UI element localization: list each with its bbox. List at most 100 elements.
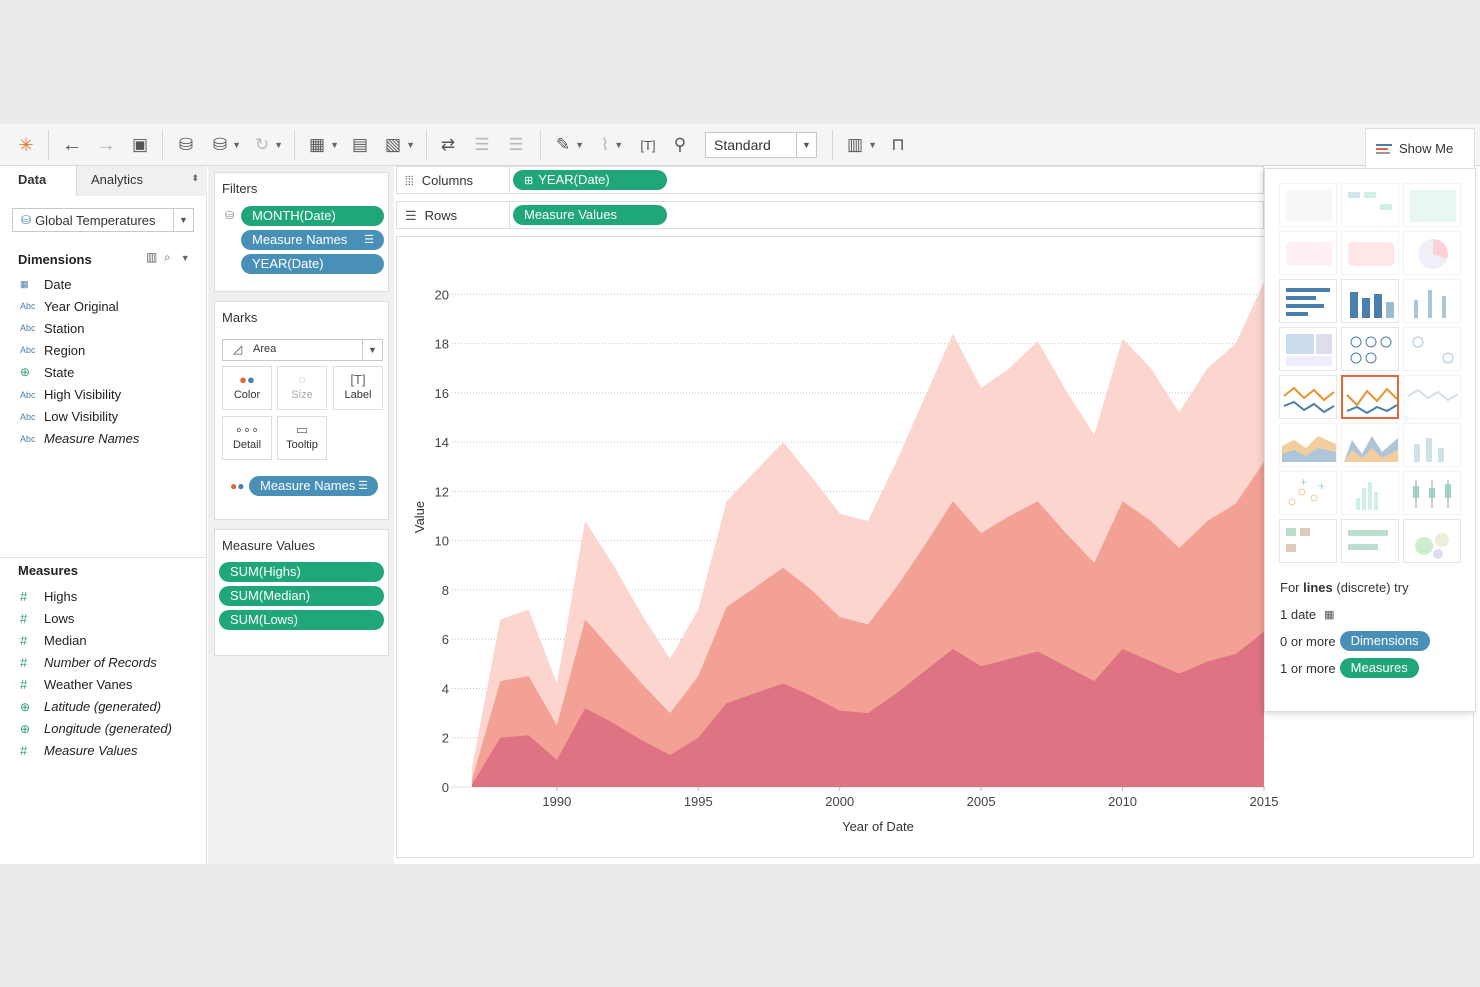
chart-type-thumbnail[interactable]: [1403, 423, 1461, 467]
chart-type-icon: [1350, 292, 1394, 318]
fit-select[interactable]: Standard ▼: [705, 132, 817, 158]
rows-shelf[interactable]: ☰ Rows Measure Values: [396, 201, 1264, 229]
search-icon[interactable]: ⌕: [164, 250, 171, 264]
area-chart[interactable]: 0 2 4 6 8 10 12 14 16 18 20 1990 1995 2000 2005 2010 20…: [397, 237, 1473, 857]
tab-data[interactable]: Data: [0, 166, 77, 196]
field-item[interactable]: # Measure Values: [20, 741, 137, 761]
chart-type-thumbnail[interactable]: [1279, 183, 1337, 227]
field-item[interactable]: Abc Year Original: [20, 296, 119, 316]
sort-ascending-icon[interactable]: ☰: [474, 135, 490, 154]
color-button[interactable]: ●● Color: [222, 366, 272, 410]
datasource-icon: ⛁: [21, 213, 32, 227]
chart-type-thumbnail[interactable]: [1403, 279, 1461, 323]
rows-pill[interactable]: Measure Values: [513, 205, 667, 225]
new-worksheet-icon[interactable]: ▦ ▼: [309, 135, 339, 154]
tab-analytics[interactable]: Analytics ⬍: [77, 166, 207, 196]
y-tick-label: 20: [435, 287, 449, 302]
field-item[interactable]: Abc Station: [20, 318, 84, 338]
chart-type-thumbnail[interactable]: [1403, 471, 1461, 515]
columns-pill[interactable]: ⊞ YEAR(Date): [513, 170, 667, 190]
field-item[interactable]: # Weather Vanes: [20, 674, 132, 694]
datasource-select[interactable]: ⛁ Global Temperatures ▼: [12, 208, 194, 232]
measure-pill[interactable]: SUM(Highs): [219, 562, 384, 582]
chart-type-thumbnail[interactable]: [1279, 375, 1337, 419]
hint-bold: lines: [1303, 580, 1333, 595]
chart-type-thumbnail[interactable]: [1403, 519, 1461, 563]
undo-icon[interactable]: ←: [62, 133, 82, 156]
field-item[interactable]: Abc High Visibility: [20, 385, 121, 405]
chart-type-thumbnail[interactable]: [1279, 279, 1337, 323]
chart-type-icon: [1286, 242, 1332, 266]
filter-pill[interactable]: MONTH(Date): [241, 206, 384, 226]
filter-pill[interactable]: YEAR(Date): [241, 254, 384, 274]
chart-type-thumbnail[interactable]: [1403, 327, 1461, 371]
chevron-down-icon: ▼: [796, 133, 816, 157]
chart-type-thumbnail[interactable]: + +: [1279, 471, 1337, 515]
field-item[interactable]: ▦ Date: [20, 274, 71, 294]
chart-type-thumbnail[interactable]: [1341, 231, 1399, 275]
chart-type-thumbnail[interactable]: [1341, 423, 1399, 467]
highlight-icon[interactable]: ✎ ▼: [555, 135, 585, 154]
new-datasource-icon[interactable]: ⛁: [178, 135, 194, 154]
chart-type-thumbnail[interactable]: [1341, 183, 1399, 227]
show-me-button[interactable]: Show Me: [1365, 128, 1475, 168]
chart-type-thumbnail[interactable]: [1403, 375, 1461, 419]
chart-type-thumbnail[interactable]: [1279, 423, 1337, 467]
refresh-icon[interactable]: ↻ ▼: [254, 135, 284, 154]
field-item[interactable]: ⊕ Latitude (generated): [20, 697, 161, 717]
fix-axes-icon[interactable]: ⚲: [673, 135, 687, 154]
duplicate-sheet-icon[interactable]: ▤: [351, 135, 369, 154]
tooltip-button[interactable]: ▭ Tooltip: [277, 416, 327, 460]
save-icon[interactable]: ▣: [131, 135, 149, 154]
sort-descending-icon[interactable]: ☰: [508, 135, 524, 154]
field-item[interactable]: Abc Region: [20, 340, 85, 360]
chart-type-icon: [1344, 436, 1398, 462]
show-mark-labels-icon[interactable]: [T]: [640, 137, 656, 153]
chart-type-thumbnail[interactable]: [1403, 183, 1461, 227]
label-button[interactable]: [T] Label: [333, 366, 383, 410]
clear-sheet-icon[interactable]: ▧ ▼: [385, 135, 415, 154]
chart-type-thumbnail[interactable]: [1341, 519, 1399, 563]
chart-type-thumbnail[interactable]: [1341, 375, 1399, 419]
field-item[interactable]: # Number of Records: [20, 652, 157, 672]
measure-pill[interactable]: SUM(Lows): [219, 610, 384, 630]
x-tick-label: 2010: [1108, 794, 1137, 809]
field-item[interactable]: # Lows: [20, 608, 74, 628]
color-pill[interactable]: Measure Names ☰: [249, 476, 378, 496]
chart-type-thumbnail[interactable]: [1279, 327, 1337, 371]
filter-pill[interactable]: Measure Names ☰: [241, 230, 384, 250]
measure-icon: #: [20, 743, 28, 759]
show-cards-icon[interactable]: ▥ ▼: [847, 135, 877, 154]
size-icon: ○: [298, 372, 306, 387]
datasource-options-icon[interactable]: ⛁ ▼: [212, 135, 242, 154]
data-pane: Data Analytics ⬍ ⛁ Global Temperatures ▼…: [0, 166, 207, 864]
field-item[interactable]: Abc Low Visibility: [20, 407, 118, 427]
measure-pill[interactable]: SUM(Median): [219, 586, 384, 606]
chart-type-thumbnail[interactable]: [1341, 279, 1399, 323]
field-item[interactable]: Abc Measure Names: [20, 429, 139, 449]
requirement-measures: 1 or more Measures: [1280, 658, 1419, 678]
group-members-icon[interactable]: ⌇ ▼: [600, 135, 624, 154]
chevron-down-icon[interactable]: ▼: [180, 253, 190, 263]
chart-type-thumbnail[interactable]: [1341, 471, 1399, 515]
columns-shelf[interactable]: ⦙⦙⦙ Columns ⊞ YEAR(Date): [396, 166, 1264, 194]
chart-type-thumbnail[interactable]: [1279, 519, 1337, 563]
chart-type-thumbnail[interactable]: [1341, 327, 1399, 371]
redo-icon[interactable]: →: [96, 133, 116, 156]
field-label: Year Original: [44, 298, 119, 314]
field-item[interactable]: # Highs: [20, 586, 77, 606]
field-item[interactable]: ⊕ State: [20, 362, 74, 382]
chart-type-thumbnail[interactable]: [1403, 231, 1461, 275]
presentation-mode-icon[interactable]: ⊓: [891, 135, 905, 154]
field-item[interactable]: ⊕ Longitude (generated): [20, 719, 172, 739]
mark-type-select[interactable]: ◿ Area ▼: [222, 339, 383, 361]
swap-rows-columns-icon[interactable]: ⇄: [440, 135, 456, 154]
hint-suffix: (discrete) try: [1332, 580, 1409, 595]
chart-type-thumbnail[interactable]: [1279, 231, 1337, 275]
field-item[interactable]: # Median: [20, 630, 87, 650]
view-data-icon[interactable]: ▥: [146, 250, 158, 264]
detail-button-label: Detail: [232, 439, 262, 451]
label-icon: [T]: [350, 372, 366, 387]
size-button[interactable]: ○ Size: [277, 366, 327, 410]
detail-button[interactable]: ∘∘∘ Detail: [222, 416, 272, 460]
